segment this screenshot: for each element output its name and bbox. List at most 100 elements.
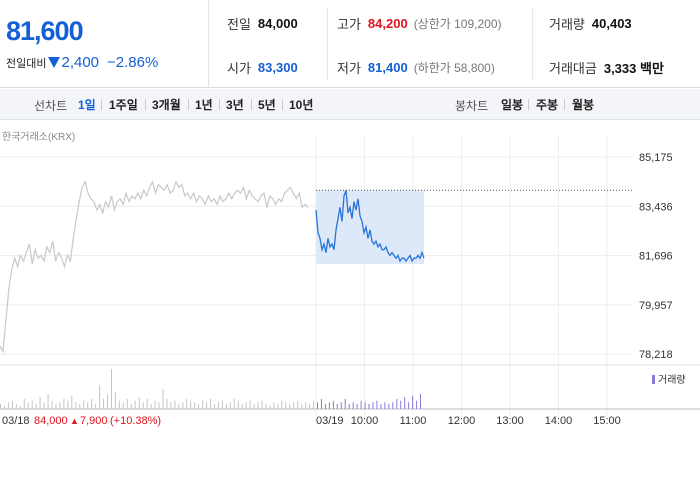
stock-summary: 81,600 전일대비 2,400 −2.86% 전일 84,000 고가 84…	[0, 0, 700, 88]
volume-bar	[408, 402, 410, 409]
volume-bar	[79, 404, 81, 409]
volume-bar	[202, 400, 204, 409]
period-5y[interactable]: 5년	[258, 98, 276, 112]
volume-bar	[372, 402, 374, 409]
volume-bar	[158, 402, 160, 409]
volume-bar	[51, 400, 53, 409]
stat-label: 고가	[337, 17, 361, 32]
down-triangle-icon	[48, 57, 61, 68]
volume-bar	[210, 399, 211, 409]
volume-bar	[217, 402, 219, 409]
prev-date: 03/18	[2, 415, 30, 427]
volume-bar	[182, 402, 184, 409]
volume-bar	[317, 402, 318, 409]
volume-bar	[27, 402, 29, 409]
volume-bar	[23, 399, 25, 409]
volume-bar	[55, 404, 57, 409]
candle-chart-label: 봉차트	[455, 99, 489, 113]
volume-bar	[344, 399, 346, 409]
volume-bar	[297, 400, 299, 409]
stat-low: 저가 81,400 (하한가 58,800)	[337, 58, 495, 77]
y-tick-label: 79,957	[639, 300, 673, 312]
volume-bar	[146, 399, 148, 409]
prev-close: 84,000	[34, 415, 68, 427]
separator	[188, 99, 189, 110]
stat-value: 84,000	[257, 16, 298, 31]
stat-high: 고가 84,200 (상한가 109,200)	[337, 14, 502, 33]
today-price-line	[315, 190, 425, 263]
volume-bar	[336, 404, 338, 409]
stat-value: 40,403	[591, 16, 632, 31]
volume-bar	[138, 397, 140, 409]
volume-bar	[420, 394, 421, 409]
price-change: 전일대비 2,400 −2.86%	[6, 54, 158, 71]
x-tick-label: 10:00	[351, 415, 379, 427]
stat-open: 시가 83,300	[227, 58, 298, 77]
volume-bar	[114, 392, 116, 409]
lower-limit: (하한가 58,800)	[413, 61, 495, 75]
price-chart[interactable]: 한국거래소(KRX) 85,175 83,436 81,696 79,957 78,21…	[0, 121, 700, 431]
volume-bar	[11, 400, 13, 409]
volume-bar	[39, 397, 41, 409]
candle-daily[interactable]: 일봉	[501, 98, 524, 112]
volume-bar	[186, 399, 188, 409]
volume-bar	[31, 400, 33, 409]
period-1w[interactable]: 1주일	[109, 98, 138, 112]
price-lines	[0, 180, 425, 354]
y-axis-ticks: 85,175 83,436 81,696 79,957 78,218	[639, 152, 673, 361]
period-1d[interactable]: 1일	[78, 98, 96, 112]
period-3y[interactable]: 3년	[226, 98, 244, 112]
volume-bar	[87, 402, 89, 409]
volume-bar	[328, 402, 330, 409]
volume-bar	[321, 399, 322, 409]
period-1y[interactable]: 1년	[195, 98, 213, 112]
volume-bar	[134, 400, 136, 409]
stat-prev-close: 전일 84,000	[227, 14, 298, 33]
current-price: 81,600	[6, 16, 84, 46]
volume-bar	[174, 400, 176, 409]
volume-bar	[154, 400, 156, 409]
separator	[251, 99, 252, 110]
prev-change: 7,900	[80, 415, 108, 427]
volume-bar	[95, 404, 97, 409]
separator	[528, 99, 529, 110]
volume-bar	[313, 400, 314, 409]
volume-bar	[324, 404, 326, 409]
volume-bar	[206, 402, 208, 409]
candle-weekly[interactable]: 주봉	[536, 98, 559, 112]
volume-bar	[249, 400, 251, 409]
volume-bar	[384, 402, 386, 409]
volume-bar	[99, 385, 101, 409]
volume-bar	[392, 402, 394, 409]
period-10y[interactable]: 10년	[289, 98, 314, 112]
volume-bar	[340, 402, 342, 409]
separator	[145, 99, 146, 110]
stat-value: 3,333 백만	[603, 61, 664, 76]
volume-bar	[47, 394, 49, 409]
volume-bar	[7, 402, 9, 409]
volume-bar	[221, 400, 223, 409]
volume-bar	[253, 404, 255, 409]
volume-bar	[166, 399, 168, 409]
volume-bar	[19, 405, 21, 409]
volume-bar	[380, 404, 382, 409]
x-tick-label: 14:00	[545, 415, 573, 427]
change-value: 2,400	[61, 54, 100, 71]
volume-bar	[103, 399, 104, 409]
volume-bar	[130, 404, 132, 409]
chart-svg: 한국거래소(KRX) 85,175 83,436 81,696 79,957 78,21…	[0, 131, 700, 427]
candle-monthly[interactable]: 월봉	[572, 98, 595, 112]
y-tick-label: 85,175	[639, 152, 673, 164]
volume-bar	[356, 404, 358, 409]
volume-bar	[281, 400, 283, 409]
upper-limit: (상한가 109,200)	[413, 17, 502, 31]
volume-bar	[67, 400, 69, 409]
volume-bar	[285, 402, 287, 409]
separator	[101, 99, 102, 110]
volume-bar	[348, 404, 350, 409]
x-tick-label: 13:00	[496, 415, 524, 427]
period-3m[interactable]: 3개월	[152, 98, 181, 112]
volume-bar	[241, 404, 243, 409]
volume-bar	[245, 402, 247, 409]
volume-bar	[364, 402, 366, 409]
